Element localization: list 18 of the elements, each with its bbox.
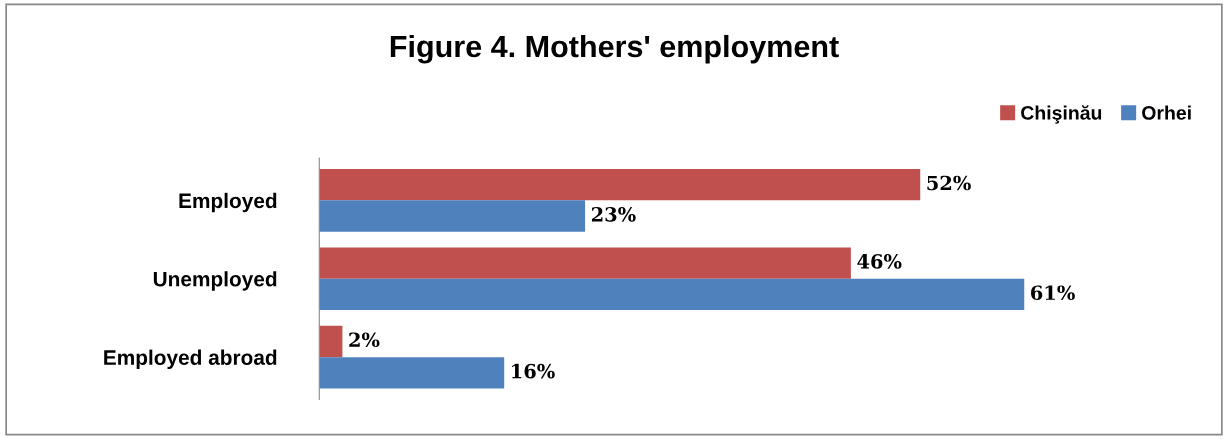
bar bbox=[319, 357, 505, 389]
data-label: 61% bbox=[1031, 285, 1075, 301]
legend-label: Orhei bbox=[1142, 105, 1191, 120]
bar bbox=[319, 169, 921, 201]
data-label: 23% bbox=[591, 206, 636, 222]
data-label: 52% bbox=[927, 175, 971, 191]
y-tick-label: Employed abroad bbox=[104, 349, 277, 370]
y-tick-label: Unemployed bbox=[153, 271, 277, 291]
bar bbox=[319, 247, 851, 279]
y-tick-label: Employed bbox=[179, 192, 277, 213]
bar bbox=[319, 200, 586, 232]
chart-title: Figure 4. Mothers' employment bbox=[390, 34, 839, 64]
bar bbox=[319, 278, 1025, 311]
data-label: 16% bbox=[512, 363, 555, 379]
data-label: 2% bbox=[349, 332, 380, 348]
legend-label: Chişinău bbox=[1021, 105, 1102, 124]
data-label: 46% bbox=[857, 254, 902, 269]
bar bbox=[319, 325, 343, 358]
